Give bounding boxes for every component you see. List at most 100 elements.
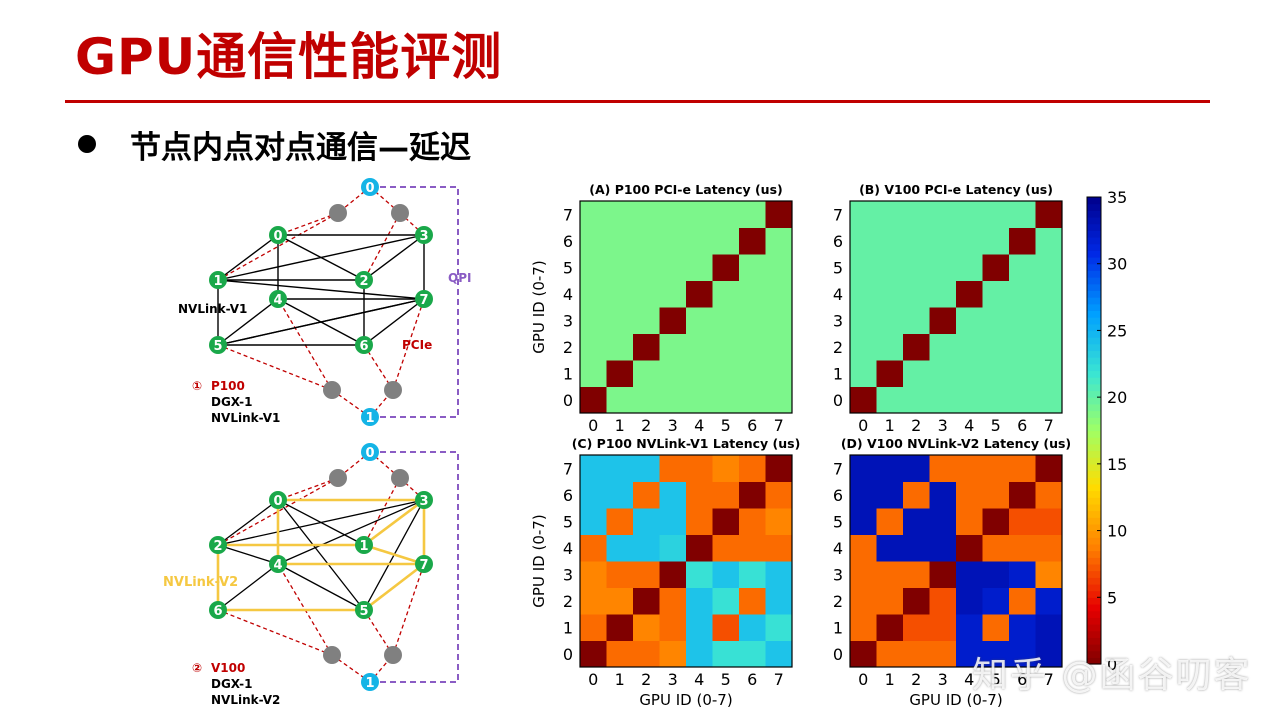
y-tick-label: 1 [563,364,573,383]
heatmap-cell [580,201,607,228]
gpu-node [355,336,373,354]
heatmap-cell [929,333,957,361]
heatmap-cell [850,201,877,228]
gpu-node-label: 3 [419,494,428,509]
x-tick-label: 1 [885,670,895,689]
heatmap-cell [982,280,1010,308]
heatmap-cell [956,640,983,668]
heatmap-cell [659,587,687,615]
y-tick-label: 0 [563,391,573,410]
heatmap-cell [686,254,713,281]
heatmap-cell [956,481,983,509]
y-tick-label: 0 [833,645,843,664]
colorbar-segment [1087,630,1101,638]
heatmap-cell [982,386,1010,414]
heatmap-cell [659,614,687,641]
qpi-link [380,186,459,418]
heatmap-cell [929,386,957,414]
heatmap-cell [850,534,877,562]
heatmap-cell [850,227,877,255]
gpu-node [269,290,287,308]
y-tick-label: 2 [563,338,573,357]
heatmap-cell [982,614,1010,641]
gpu-node-label: 5 [213,339,222,354]
heatmap-cell [1009,307,1036,334]
heatmap-cell [633,587,660,615]
heatmap-cell [686,587,713,615]
heatmap-cell [982,481,1010,509]
nvlink-link [277,563,365,611]
heatmap-cell [580,481,607,509]
heatmap-cell [876,508,904,535]
colorbar-segment [1087,543,1101,552]
slide-title: GPU通信性能评测 [75,28,503,86]
heatmap-cell [765,201,793,228]
heatmap-cell [580,386,607,414]
heatmap-cell [606,360,634,387]
heatmap-cell [765,640,793,668]
heatmap-cell [712,360,740,387]
colorbar-segment [1087,643,1101,652]
heatmap-cell [1009,614,1036,641]
gpu-node-label: 3 [419,229,428,244]
heatmap-cell [712,386,740,414]
pcie-switch-node [384,381,402,399]
colorbar-segment [1087,503,1101,512]
heatmap-cell [956,201,983,228]
nvlink-link [363,298,425,346]
gpu-node [415,290,433,308]
heatmap-cell [1009,508,1036,535]
heatmap-cell [659,280,687,308]
heatmap-cell [956,561,983,588]
heatmap-cell [850,307,877,334]
heatmap-cell [876,201,904,228]
colorbar-segment [1087,430,1101,438]
pcie-switch-node [391,469,409,487]
x-axis-label: GPU ID (0-7) [909,691,1002,709]
colorbar-segment [1087,257,1101,265]
gpu-node-label: 6 [213,604,222,619]
colorbar-segment [1087,230,1101,238]
colorbar-segment [1087,570,1101,578]
heatmap-cell [633,201,660,228]
x-tick-label: 4 [964,416,974,435]
colorbar-segment [1087,217,1101,225]
heatmap-cell [903,201,930,228]
heatmap-cell [982,254,1010,281]
heatmap-cell [929,455,957,482]
heatmap-cell [765,561,793,588]
heatmap-cell [850,254,877,281]
colorbar-segment [1087,497,1101,505]
colorbar-segment [1087,603,1101,612]
colorbar-segment [1087,450,1101,458]
heatmap-title: (D) V100 NVLink-V2 Latency (us) [841,436,1071,451]
gpu-node [209,336,227,354]
x-tick-label: 6 [747,670,757,689]
heatmap-cell [765,307,793,334]
title-underline [65,100,1210,103]
heatmap-panel: (A) P100 PCI-e Latency (us)0 1 2 3 4 5 6 701234… [530,182,793,435]
heatmap-cell [956,227,983,255]
topology-diagrams: 0 1 0 1 2 3 4 5 6 7 NVLink-V1 PCIe QPI ① P100 DGX-1 NVLi… [163,178,471,707]
heatmap-cell [903,561,930,588]
heatmap-cell [1009,455,1036,482]
colorbar-segment [1087,537,1101,545]
heatmap-cell [850,481,877,509]
heatmap-cell [739,307,766,334]
colorbar-segment [1087,483,1101,492]
heatmap-cell [606,640,634,668]
heatmap-cell [765,280,793,308]
heatmap-cell [1035,640,1063,668]
heatmap-cell [1009,481,1036,509]
colorbar-segment [1087,463,1101,472]
y-tick-label: 3 [833,565,843,584]
heatmap-cell [580,227,607,255]
heatmap-cell [850,455,877,482]
y-tick-label: 5 [563,512,573,531]
cpu-node-label: 1 [365,676,374,691]
heatmap-cell [876,587,904,615]
heatmap-cell [956,455,983,482]
heatmap-cell [659,227,687,255]
colorbar-tick-label: 10 [1107,522,1127,541]
heatmap-cell [876,307,904,334]
